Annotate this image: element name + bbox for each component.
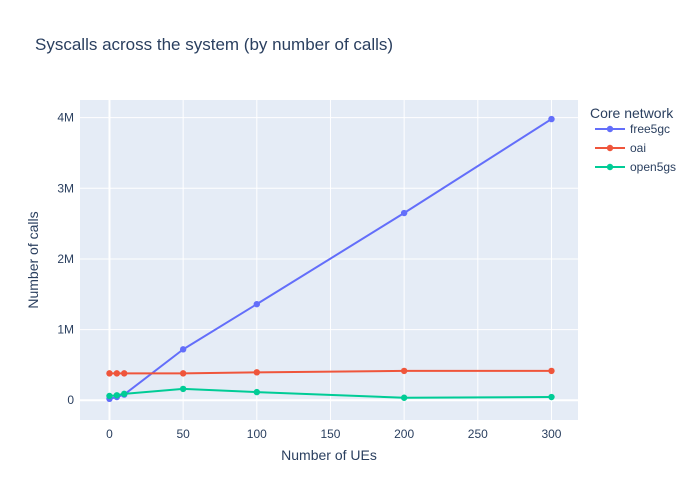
x-tick-label: 150 [320,427,340,441]
data-point-oai [253,369,261,376]
data-point-free5gc [548,115,555,123]
legend-swatch-marker [606,125,614,133]
legend-swatch-marker [606,163,614,171]
data-point-oai [121,370,128,377]
data-point-free5gc [253,300,261,308]
legend-label-open5gs: open5gs [630,160,676,174]
data-point-open5gs [253,388,261,396]
y-axis-title: Number of calls [25,211,41,308]
x-tick-label: 300 [541,427,561,441]
series-layer [106,115,555,403]
legend-label-free5gc: free5gc [630,122,670,136]
legend-swatch-marker [606,144,614,152]
y-tick-label: 4M [57,111,74,125]
x-tick-label: 100 [247,427,267,441]
x-tick-label: 50 [176,427,190,441]
y-tick-label: 3M [57,181,74,195]
data-point-open5gs [121,390,128,398]
x-tick-label: 200 [394,427,414,441]
y-tick-label: 2M [57,252,74,266]
data-point-open5gs [400,394,408,401]
x-tick-label: 250 [468,427,488,441]
data-point-oai [113,370,121,377]
data-point-free5gc [179,346,187,353]
data-point-free5gc [400,209,408,217]
data-point-open5gs [179,385,187,393]
chart-title: Syscalls across the system (by number of… [35,35,393,54]
legend-title: Core network [590,105,674,121]
legend: Core network free5gc oai open5gs [590,105,676,174]
data-point-open5gs [106,392,113,400]
x-axis-title: Number of UEs [281,447,377,463]
data-point-oai [179,370,187,377]
y-tick-label: 1M [57,323,74,337]
y-tick-label: 0 [67,393,74,407]
data-point-open5gs [548,393,555,401]
legend-label-oai: oai [630,141,646,155]
data-point-open5gs [113,392,121,399]
x-tick-label: 0 [106,427,113,441]
data-point-oai [400,367,408,375]
data-point-oai [548,367,555,375]
tick-layer: 0 50 100 150 200 250 300 0 1M 2M 3M 4M [57,111,561,441]
data-point-oai [106,370,113,377]
